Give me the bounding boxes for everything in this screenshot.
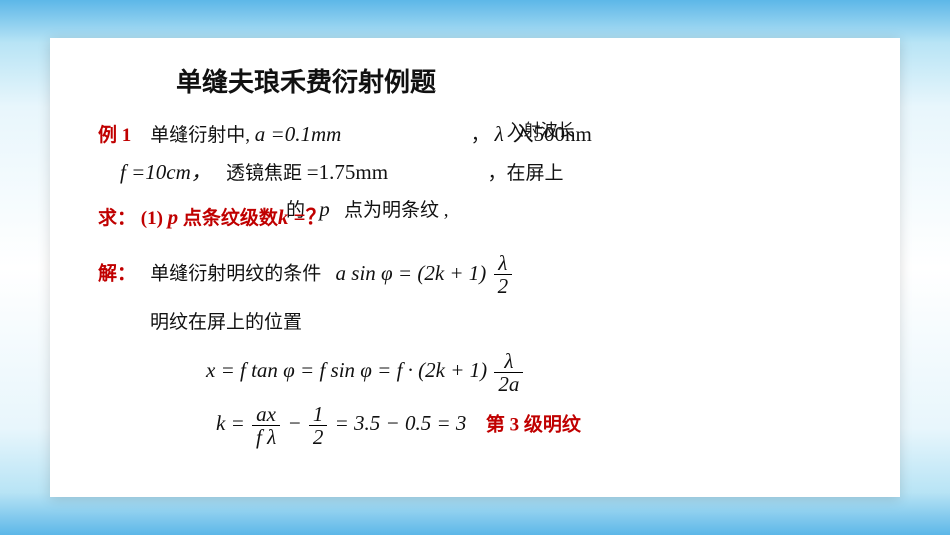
fraction: 1 2 — [309, 403, 328, 448]
text-segment: ，在屏上 — [488, 163, 564, 184]
overlapped-text: λ 入射波长 入500nm — [495, 117, 504, 153]
solution-condition: 解： 单缝衍射明纹的条件 a sin φ = (2k + 1) λ 2 — [98, 252, 852, 297]
question-line: 求： (1) p 点条纹级数k =？ — [98, 200, 327, 236]
position-eq: x = f tan φ = f sin φ = f · (2k + 1) λ 2… — [206, 358, 525, 382]
result-label: 第 3 级明纹 — [486, 414, 581, 435]
k-eq: k = ax f λ − 1 2 = 3.5 − 0.5 = 3 — [216, 411, 472, 435]
position-text-line: 明纹在屏上的位置 — [150, 307, 852, 339]
solve-label: 解： — [98, 264, 136, 285]
text-segment: 透镜焦距 — [226, 163, 302, 184]
condition-eq: a sin φ = (2k + 1) λ 2 — [336, 261, 515, 285]
slide-content: 单缝夫琅禾费衍射例题 例 1 单缝衍射中, a =0.1mm ， λ 入射波长 … — [50, 38, 900, 497]
text-comma: ， — [471, 125, 490, 146]
fraction: λ 2a — [494, 350, 523, 395]
position-eq-line: x = f tan φ = f sin φ = f · (2k + 1) λ 2… — [206, 350, 852, 395]
k-eq-line: k = ax f λ − 1 2 = 3.5 − 0.5 = 3 第 3 级明纹 — [216, 403, 852, 448]
problem-line-1: 例 1 单缝衍射中, a =0.1mm ， λ 入射波长 入500nm — [98, 117, 852, 153]
condition-text: 单缝衍射明纹的条件 — [150, 264, 321, 285]
eq-a: a =0.1mm — [255, 122, 342, 146]
text-segment: 单缝衍射中, — [150, 125, 250, 146]
position-text: 明纹在屏上的位置 — [150, 312, 302, 333]
example-label: 例 1 — [98, 125, 131, 146]
fraction: λ 2 — [494, 252, 513, 297]
fraction: ax f λ — [252, 403, 280, 448]
problem-line-2: f =10cm， 透镜焦距 =1.75mm ，在屏上 — [120, 155, 852, 191]
eq-f: f =10cm， — [120, 160, 212, 184]
eq-val: =1.75mm — [307, 160, 388, 184]
slide-title: 单缝夫琅禾费衍射例题 — [176, 62, 852, 99]
